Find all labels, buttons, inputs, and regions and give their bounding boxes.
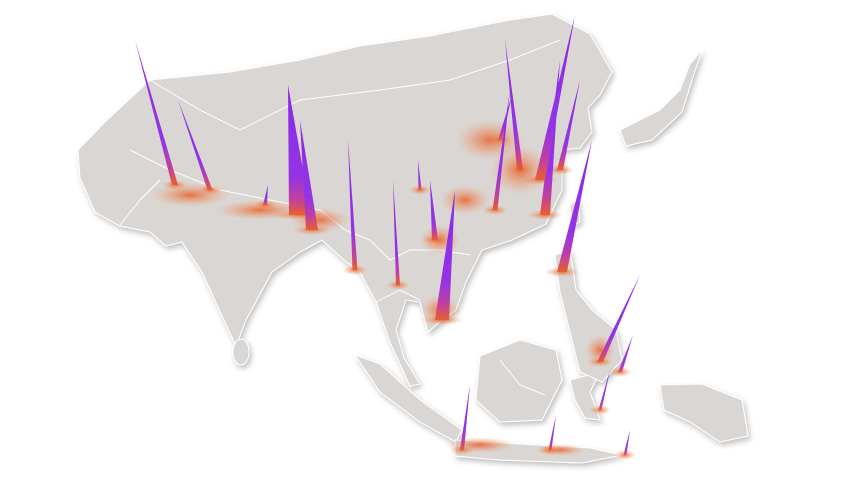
japan — [619, 49, 703, 147]
population-spike — [178, 100, 213, 190]
population-spike — [263, 185, 268, 205]
population-spike — [557, 140, 592, 272]
population-spike — [460, 385, 470, 450]
population-spike — [498, 95, 512, 140]
new-guinea — [659, 383, 749, 443]
borneo — [475, 339, 563, 423]
population-spike — [548, 415, 556, 450]
sumatra — [353, 354, 463, 443]
border-line — [149, 39, 561, 131]
population-spike — [597, 275, 640, 362]
border-line — [375, 289, 421, 303]
population-spike — [348, 140, 358, 270]
population-spike — [557, 80, 580, 170]
population-spike — [623, 430, 630, 455]
population-spike — [393, 180, 400, 285]
border-line — [499, 359, 546, 396]
population-spike — [135, 40, 178, 185]
population-spike — [505, 40, 523, 170]
population-spike — [535, 15, 575, 180]
population-spike — [598, 370, 610, 410]
border-line — [119, 179, 161, 226]
landmasses — [77, 13, 749, 464]
population-spike — [435, 190, 455, 320]
population-spike — [618, 335, 633, 372]
population-spike — [300, 120, 318, 230]
population-spikes — [135, 15, 640, 455]
population-spike — [418, 160, 422, 190]
sri-lanka — [232, 338, 250, 366]
population-spike — [430, 180, 438, 240]
